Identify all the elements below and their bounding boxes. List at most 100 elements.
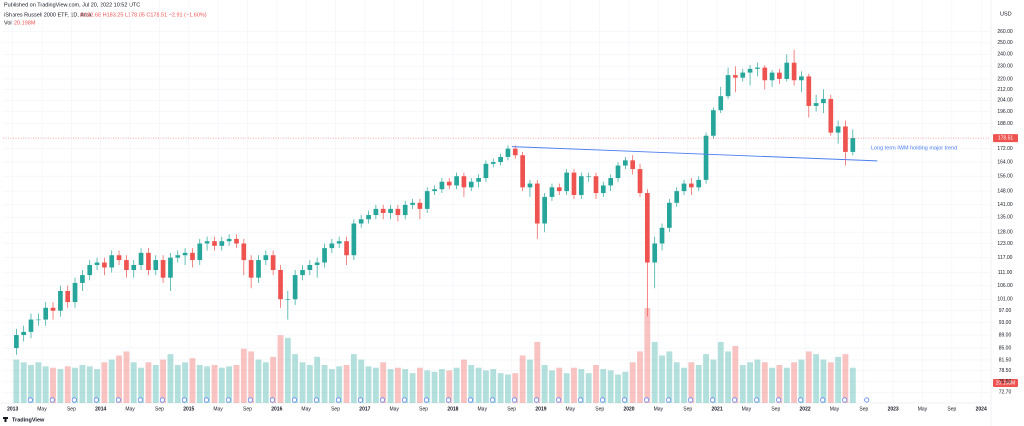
volume-bar <box>593 365 599 403</box>
volume-bar <box>240 348 247 403</box>
y-tick-label: 85.00 <box>999 345 1012 351</box>
event-marker <box>71 397 77 403</box>
volume-bar <box>108 359 115 403</box>
candle-body <box>263 255 269 261</box>
volume-bar <box>64 366 71 403</box>
candle-body <box>733 75 738 78</box>
volume-bar <box>519 355 526 403</box>
candle-body <box>791 62 797 81</box>
candle-body <box>153 260 159 270</box>
y-tick-label: 106.00 <box>997 283 1013 289</box>
candle-body <box>520 155 525 188</box>
candle-body <box>388 208 393 213</box>
x-tick-label: May <box>37 406 47 412</box>
candle-body <box>380 208 386 213</box>
volume-bar <box>372 367 379 403</box>
currency: USD <box>1000 11 1012 17</box>
event-marker <box>842 397 848 403</box>
y-tick-label: 89.00 <box>999 332 1012 338</box>
candle-body <box>65 290 71 303</box>
x-tick-label: May <box>918 406 928 412</box>
volume-bar <box>152 365 159 403</box>
candle-body <box>102 262 107 268</box>
y-tick-label: 164.00 <box>997 159 1013 165</box>
candle-body <box>190 252 195 261</box>
volume-bar <box>783 367 790 403</box>
y-tick-label: 260.00 <box>997 29 1013 35</box>
x-tick-label: Sep <box>859 406 868 412</box>
candle-body <box>637 169 643 194</box>
x-tick-label: May <box>301 406 311 412</box>
event-marker <box>798 397 804 403</box>
volume-bar <box>600 369 607 403</box>
event-marker <box>225 397 231 403</box>
event-marker <box>556 397 562 403</box>
candle-body <box>806 76 812 106</box>
candle-body <box>36 319 41 321</box>
candle-body <box>740 72 746 78</box>
volume-bar <box>549 370 555 403</box>
y-tick-label: 117.00 <box>998 255 1013 261</box>
volume-bar <box>336 366 343 403</box>
candle-body <box>711 110 716 136</box>
candle-body <box>542 196 547 224</box>
x-tick-label: May <box>478 406 488 412</box>
candle-body <box>402 204 408 216</box>
volume-bar <box>72 367 78 403</box>
candle-body <box>835 126 841 133</box>
grid <box>3 0 990 403</box>
volume-bar <box>607 370 614 403</box>
volume-bar <box>86 366 93 403</box>
last-price-box <box>993 134 1018 143</box>
candle-body <box>843 126 848 152</box>
event-marker <box>820 397 826 403</box>
volume-box <box>993 379 1018 387</box>
candle-body <box>14 335 19 349</box>
volume-bar <box>505 374 511 403</box>
volume-bar <box>284 337 291 403</box>
candle-layer <box>14 49 856 355</box>
x-tick-label: Sep <box>595 406 604 412</box>
candle-body <box>358 219 364 224</box>
candle-body <box>850 138 856 152</box>
volume-bar <box>827 362 834 403</box>
candle-body <box>755 67 760 69</box>
x-tick-label: May <box>566 406 576 412</box>
event-marker <box>754 397 760 403</box>
x-tick-label: 2015 <box>183 406 194 412</box>
candle-body <box>674 191 680 203</box>
volume-bar <box>805 351 812 403</box>
candle-body <box>116 255 122 261</box>
x-tick-label: Sep <box>419 406 428 412</box>
candle-body <box>204 241 210 244</box>
volume-bar <box>402 369 409 403</box>
candle-body <box>197 243 203 261</box>
candle-body <box>784 62 790 79</box>
x-tick-label: 2017 <box>359 406 370 412</box>
candle-body <box>285 299 291 300</box>
volume-bar <box>468 365 475 403</box>
candle-body <box>138 252 144 265</box>
volume-bar <box>497 373 504 403</box>
x-tick-label: Sep <box>155 406 164 412</box>
volume-bar <box>174 365 181 403</box>
volume-bar <box>446 370 453 403</box>
candle-body <box>50 307 56 311</box>
event-marker <box>864 397 870 403</box>
candle-body <box>696 179 702 188</box>
trend-line <box>511 146 878 162</box>
volume-bar <box>270 356 277 403</box>
candle-body <box>21 331 27 336</box>
brand: TradingView <box>12 417 45 423</box>
volume-bar <box>754 359 761 403</box>
candle-body <box>234 238 239 244</box>
candle-body <box>439 181 445 190</box>
volume-bar <box>277 335 284 403</box>
event-marker <box>137 397 143 403</box>
x-tick-label: 2022 <box>800 406 811 412</box>
ohlc: O182.68 H183.25 L178.05 C178.51 −2.91 (−… <box>80 12 207 18</box>
volume-bar <box>160 359 166 403</box>
candle-body <box>28 319 34 332</box>
x-tick-label: Sep <box>67 406 76 412</box>
y-tick-label: 148.00 <box>997 188 1013 194</box>
